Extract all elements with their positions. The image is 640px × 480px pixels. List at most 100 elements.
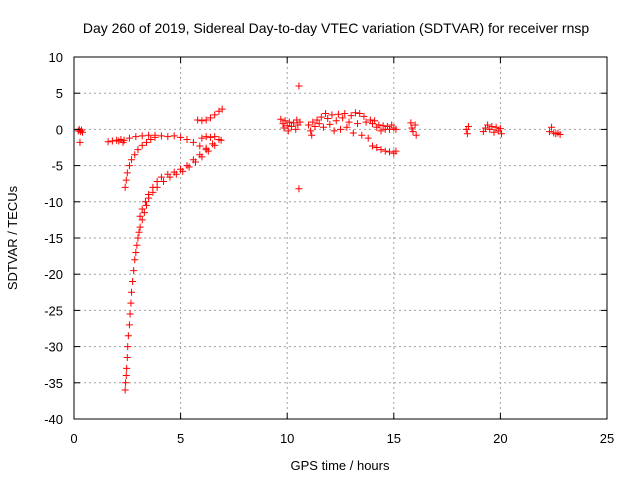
data-point (128, 288, 136, 296)
data-point (145, 191, 153, 199)
data-point (124, 343, 132, 351)
data-point (170, 132, 178, 140)
y-tick-labels: -40 -35 -30 -25 -20 -15 -10 -5 0 5 10 (44, 50, 63, 427)
data-point (131, 256, 139, 264)
data-point (305, 121, 313, 129)
data-point (295, 82, 303, 90)
data-point (125, 321, 133, 329)
data-point (330, 127, 338, 135)
data-point (196, 151, 204, 159)
data-point (135, 228, 143, 236)
data-point (366, 116, 374, 124)
data-point (319, 123, 327, 131)
data-point (134, 234, 142, 242)
x-tick-label: 5 (177, 431, 184, 446)
data-point (328, 111, 336, 119)
data-point (189, 138, 197, 146)
data-point (407, 119, 415, 127)
grid-lines (74, 57, 607, 419)
data-point (295, 185, 303, 193)
data-point (125, 162, 133, 170)
data-point (409, 128, 417, 136)
data-point (125, 134, 133, 142)
data-point (311, 123, 319, 131)
y-tick-label: -40 (44, 412, 63, 427)
data-point (285, 118, 293, 126)
data-point (128, 156, 136, 164)
data-point (141, 198, 149, 206)
data-point (138, 205, 146, 213)
data-point (183, 136, 191, 144)
data-point (548, 123, 556, 131)
data-point (79, 128, 87, 136)
data-point (371, 117, 379, 125)
data-point (122, 176, 130, 184)
data-point (202, 133, 210, 141)
chart-title: Day 260 of 2019, Sidereal Day-to-day VTE… (83, 20, 589, 36)
data-point (198, 134, 206, 142)
data-point (308, 131, 316, 139)
data-point (138, 141, 146, 149)
data-point (362, 118, 370, 126)
data-point (307, 127, 315, 135)
x-tick-label: 0 (70, 431, 77, 446)
data-point (145, 131, 153, 139)
data-point (360, 112, 368, 120)
data-point (356, 109, 364, 117)
data-point (183, 162, 191, 170)
data-point (277, 115, 285, 123)
data-point (121, 183, 129, 191)
data-point (136, 223, 144, 231)
y-tick-label: -30 (44, 340, 63, 355)
y-tick-label: -5 (51, 159, 63, 174)
data-point (290, 119, 298, 127)
data-point (202, 116, 210, 124)
data-point (283, 122, 291, 130)
data-point (464, 123, 472, 131)
data-point (322, 109, 330, 117)
data-point (124, 332, 132, 340)
data-point (138, 132, 146, 140)
x-axis-label: GPS time / hours (291, 458, 390, 473)
data-point (140, 209, 148, 217)
data-point (157, 173, 165, 181)
data-point (122, 379, 130, 387)
data-point (287, 123, 295, 131)
data-point (131, 151, 139, 159)
x-tick-label: 10 (280, 431, 294, 446)
data-point (123, 353, 131, 361)
data-point (104, 138, 112, 146)
data-point (479, 128, 487, 136)
data-point (211, 133, 219, 141)
data-point (160, 178, 168, 186)
data-point (206, 133, 214, 141)
x-tick-labels: 0 5 10 15 20 25 (70, 431, 614, 446)
data-point (490, 128, 498, 136)
data-point (341, 109, 349, 117)
data-point (198, 117, 206, 125)
data-point (379, 122, 387, 130)
y-tick-label: 0 (56, 122, 63, 137)
x-tick-label: 20 (493, 431, 507, 446)
data-point (211, 111, 219, 119)
tick-marks (73, 56, 608, 420)
data-point (381, 147, 389, 155)
data-point (189, 156, 197, 164)
data-point (326, 120, 334, 128)
data-point (133, 241, 141, 249)
data-point (296, 118, 304, 126)
data-point (339, 114, 347, 122)
data-point (281, 117, 289, 125)
data-point (157, 132, 165, 140)
data-point (121, 386, 129, 394)
data-point (354, 120, 362, 128)
data-point (463, 130, 471, 138)
data-point (123, 364, 131, 372)
data-point (484, 121, 492, 129)
data-point (123, 169, 131, 177)
data-point (386, 125, 394, 133)
data-point (130, 267, 138, 275)
data-point (218, 105, 226, 113)
data-point (347, 112, 355, 120)
data-point (206, 114, 214, 122)
